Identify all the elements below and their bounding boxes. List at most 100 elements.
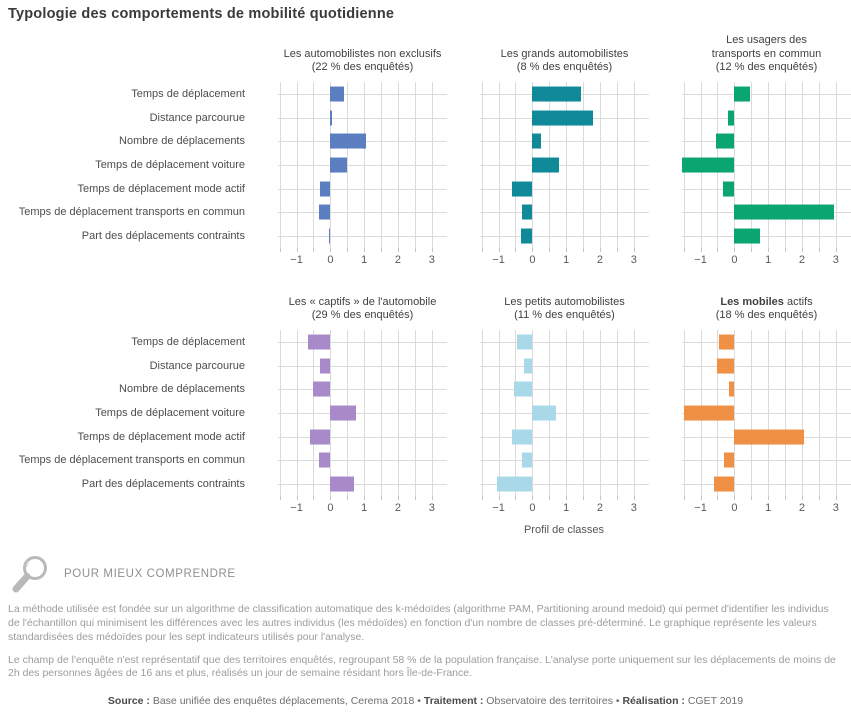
bar (717, 358, 735, 374)
gridline (751, 82, 753, 248)
x-tick-label: 3 (428, 502, 435, 514)
x-tick (599, 496, 601, 500)
category-label: Nombre de déplacements (119, 135, 245, 148)
x-tick (347, 248, 349, 252)
gridline (278, 436, 447, 438)
x-tick-label: 2 (596, 254, 604, 266)
bar (520, 228, 533, 244)
charts-row-bottom: Temps de déplacement Distance parcourue No… (0, 286, 851, 518)
bar (532, 110, 594, 126)
gridline (785, 82, 787, 248)
panel-title: Les mobiles actifs (18 % des enquêtés) (682, 286, 851, 330)
gridline (583, 82, 585, 248)
gridline (480, 389, 649, 391)
x-tick (347, 496, 349, 500)
x-tick (751, 248, 753, 252)
gridline (633, 330, 635, 496)
gridline (566, 330, 568, 496)
bar (715, 133, 735, 149)
chart-row (480, 106, 649, 130)
x-tick (397, 496, 399, 500)
chart-row (278, 401, 447, 425)
chart-row (278, 106, 447, 130)
x-tick (364, 248, 366, 252)
x-tick (414, 496, 416, 500)
x-tick (296, 496, 298, 500)
x-axis: −1 0 1 2 3 (682, 496, 851, 518)
x-tick (801, 496, 803, 500)
bar (318, 452, 331, 468)
bar (330, 405, 356, 421)
gridline (397, 82, 399, 248)
explainer-paragraph-1: La méthode utilisée est fondée sur un al… (8, 603, 829, 643)
gridline (682, 117, 851, 119)
x-tick-label: 1 (563, 502, 570, 514)
chart-row (278, 354, 447, 378)
chart-row (278, 153, 447, 177)
x-axis-label-row: Profil de classes (0, 518, 851, 544)
bar (522, 204, 533, 220)
x-axis: −1 0 1 2 3 (278, 248, 447, 270)
gridline (599, 82, 601, 248)
x-tick (717, 248, 719, 252)
x-tick (818, 248, 820, 252)
bar (318, 204, 331, 220)
x-tick-label: 3 (832, 254, 839, 266)
x-tick-label: −1 (290, 502, 303, 514)
x-tick (481, 496, 483, 500)
panel-title-line: transports en commun (711, 47, 822, 60)
bar (522, 452, 533, 468)
x-tick-label: 2 (798, 254, 806, 266)
gridline (279, 82, 281, 248)
gridline (278, 236, 447, 238)
bar (683, 405, 735, 421)
gridline (801, 330, 803, 496)
category-labels-column: Temps de déplacement Distance parcourue No… (0, 34, 245, 270)
panel-title-line: Les petits automobilistes (504, 295, 625, 308)
gridline (480, 188, 649, 190)
x-tick (364, 496, 366, 500)
x-tick (279, 248, 281, 252)
gridline (347, 82, 349, 248)
bar (320, 181, 331, 197)
x-tick-label: 0 (327, 254, 334, 266)
gridline (515, 82, 517, 248)
bar (330, 476, 355, 492)
bar (330, 133, 366, 149)
gridline (583, 330, 585, 496)
chart-row (682, 177, 851, 201)
x-tick (498, 248, 500, 252)
bar (496, 476, 533, 492)
gridline (498, 82, 500, 248)
chart-panel-grands-automobilistes: Les grands automobilistes (8 % des enquêt… (480, 34, 649, 270)
x-axis-label: Profil de classes (523, 524, 605, 536)
x-tick (296, 248, 298, 252)
category-labels: Temps de déplacement Distance parcourue No… (0, 330, 245, 496)
panel-title-line: (18 % des enquêtés) (715, 309, 818, 322)
x-tick (381, 248, 383, 252)
spacer (0, 496, 245, 518)
bar (330, 86, 344, 102)
chart-row (278, 82, 447, 106)
chart-row (682, 201, 851, 225)
chart-row (278, 129, 447, 153)
x-tick-label: −1 (492, 254, 505, 266)
panel-title-line: Les grands automobilistes (500, 47, 629, 60)
panel-title-line: (22 % des enquêtés) (311, 61, 414, 74)
panel-title: Les grands automobilistes (8 % des enquêt… (480, 34, 649, 82)
x-tick (683, 496, 685, 500)
chart-row (682, 153, 851, 177)
chart-row (480, 472, 649, 496)
spacer (0, 34, 245, 82)
gridline (480, 436, 649, 438)
x-tick (633, 248, 635, 252)
source-label: Traitement : (423, 695, 484, 708)
panel-title: Les petits automobilistes (11 % des enquê… (480, 286, 649, 330)
x-tick (734, 496, 736, 500)
x-axis: −1 0 1 2 3 (480, 496, 649, 518)
gridline (278, 413, 447, 415)
gridline (835, 330, 837, 496)
bar (682, 157, 735, 173)
x-tick-label: 1 (361, 502, 368, 514)
gridline (480, 212, 649, 214)
